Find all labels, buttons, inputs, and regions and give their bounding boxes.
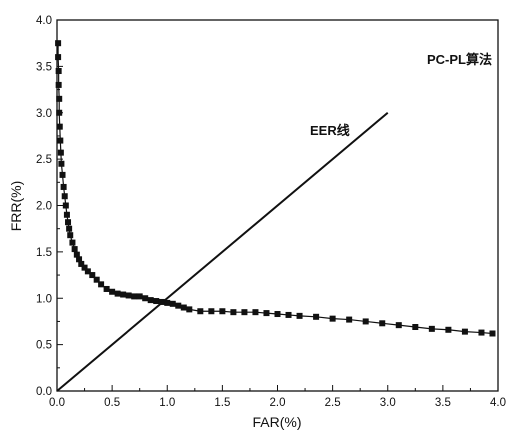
data-point: [57, 149, 64, 156]
data-point: [362, 318, 369, 325]
y-tick-label: 0.5: [36, 340, 52, 352]
data-point: [263, 310, 270, 317]
data-point: [55, 68, 62, 75]
data-point: [78, 260, 85, 267]
data-point: [62, 202, 69, 209]
data-point: [230, 309, 237, 316]
data-point: [93, 276, 100, 283]
data-point: [61, 193, 68, 200]
data-point: [478, 329, 485, 336]
data-point: [73, 251, 80, 258]
data-point: [197, 308, 204, 315]
eer-line: [56, 111, 389, 392]
data-point: [208, 308, 215, 315]
data-point: [59, 171, 66, 178]
data-point: [219, 308, 226, 315]
data-point: [489, 330, 496, 337]
y-tick-label: 3.5: [36, 61, 52, 73]
data-point: [285, 311, 292, 318]
y-tick-label: 1.5: [36, 247, 52, 259]
eer-annotation: EER线: [310, 123, 350, 138]
y-tick-label: 4.0: [36, 15, 52, 27]
x-tick-label: 0.5: [104, 397, 120, 409]
data-point: [252, 309, 259, 316]
x-tick-label: 4.0: [490, 397, 506, 409]
data-point: [60, 183, 67, 190]
y-tick-label: 0.0: [36, 386, 52, 398]
data-point: [274, 311, 281, 318]
series-layer: [55, 40, 496, 392]
data-point: [346, 316, 353, 323]
data-point: [461, 328, 468, 335]
data-point: [379, 320, 386, 327]
data-point: [56, 109, 63, 116]
data-point: [56, 95, 63, 102]
x-tick-label: 2.0: [270, 397, 286, 409]
data-point: [57, 137, 64, 144]
data-point: [329, 315, 336, 322]
data-point: [89, 272, 96, 279]
x-axis-title: FAR(%): [253, 414, 302, 430]
data-point: [114, 290, 121, 297]
pc-pl-curve: [57, 43, 493, 335]
data-point: [66, 225, 73, 232]
x-tick-label: 3.0: [380, 397, 396, 409]
data-point: [55, 81, 62, 88]
data-point: [103, 285, 110, 292]
data-point: [69, 239, 76, 246]
data-point: [56, 123, 63, 130]
x-tick-label: 0.0: [49, 397, 65, 409]
data-point: [109, 288, 116, 295]
data-point: [125, 292, 132, 299]
data-point: [241, 309, 248, 316]
x-tick-label: 2.5: [325, 397, 341, 409]
data-point: [313, 313, 320, 320]
x-tick-label: 1.5: [214, 397, 230, 409]
x-tick-label: 3.5: [435, 397, 451, 409]
data-point: [67, 232, 74, 239]
data-point: [395, 322, 402, 329]
y-tick-label: 2.5: [36, 154, 52, 166]
data-point: [147, 297, 154, 304]
data-point: [186, 306, 193, 313]
data-point: [164, 299, 171, 306]
data-point: [153, 298, 160, 305]
x-tick-label: 1.0: [159, 397, 175, 409]
data-point: [58, 160, 65, 167]
data-point: [131, 293, 138, 300]
y-tick-label: 2.0: [36, 201, 52, 213]
y-axis-title: FRR(%): [8, 181, 24, 232]
y-tick-label: 1.0: [36, 293, 52, 305]
data-point: [65, 219, 72, 226]
data-point: [175, 302, 182, 309]
data-point: [136, 293, 143, 300]
data-point: [445, 326, 452, 333]
data-point: [296, 312, 303, 319]
data-point: [142, 295, 149, 302]
data-point: [63, 211, 70, 218]
y-axis: 0.0 0.5 1.0 1.5 2.0 2.5 3.0 3.5 4.0: [36, 15, 63, 398]
y-tick-label: 3.0: [36, 108, 52, 120]
data-point: [180, 304, 187, 311]
data-point: [120, 291, 127, 298]
data-point: [412, 324, 419, 331]
data-point: [76, 256, 83, 263]
data-point: [81, 264, 88, 271]
data-point: [98, 281, 105, 288]
x-axis: 0.0 0.5 1.0 1.5 2.0 2.5 3.0 3.5 4.0: [49, 385, 506, 409]
data-point: [428, 325, 435, 332]
data-point: [55, 54, 62, 61]
data-point: [55, 40, 62, 47]
data-point: [169, 300, 176, 307]
legend-label: PC-PL算法: [427, 52, 492, 67]
data-point: [71, 246, 78, 253]
data-point: [84, 268, 91, 275]
